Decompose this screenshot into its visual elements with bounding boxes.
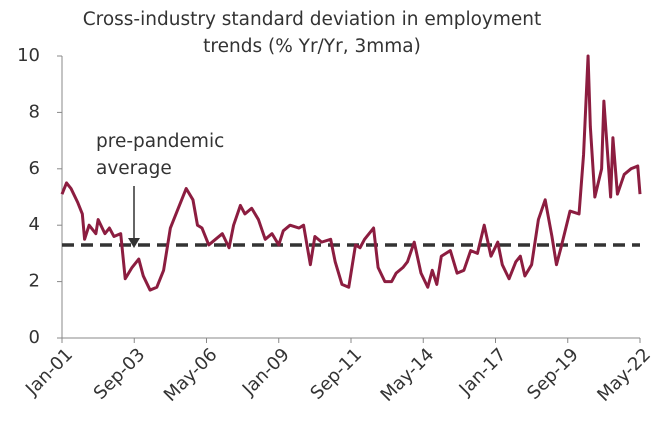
x-tick-label: Jan-01	[21, 344, 77, 400]
y-tick-label: 6	[29, 158, 40, 179]
annotation: pre-pandemic average	[96, 131, 225, 179]
chart-title: Cross-industry standard deviation in emp…	[82, 9, 542, 57]
x-tick-label: Sep-03	[90, 344, 150, 404]
x-tick-label: May-22	[593, 344, 652, 406]
y-tick-label: 2	[29, 271, 40, 292]
arrow-head	[128, 238, 140, 248]
x-tick-label: May-14	[377, 344, 439, 406]
x-tick-label: Jan-09	[238, 344, 294, 400]
data-line	[60, 54, 642, 292]
x-tick-label: Jan-17	[455, 344, 511, 400]
x-tick-label: May-06	[160, 344, 222, 406]
x-tick-label: Sep-19	[523, 344, 583, 404]
y-tick-label: 4	[29, 214, 40, 235]
y-tick-label: 8	[29, 101, 40, 122]
y-tick-label: 0	[29, 327, 40, 348]
x-tick-label: Sep-11	[306, 344, 366, 404]
y-tick-label: 10	[17, 45, 40, 66]
